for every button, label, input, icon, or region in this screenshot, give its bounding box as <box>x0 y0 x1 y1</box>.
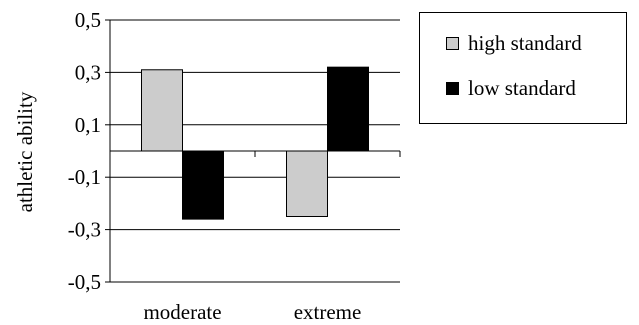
legend-label-low-standard: low standard <box>468 75 576 100</box>
y-tick-label: -0,3 <box>68 218 101 242</box>
y-tick-label: 0,3 <box>75 60 101 84</box>
y-axis-title: athletic ability <box>13 91 37 212</box>
y-tick-label: 0,5 <box>75 8 101 32</box>
x-category-label: extreme <box>294 300 362 324</box>
legend-item-high-standard: high standard <box>446 30 582 55</box>
bar-high-standard-moderate <box>141 69 183 152</box>
legend-swatch-high-standard <box>446 36 459 50</box>
x-category-label: moderate <box>143 300 221 324</box>
axes <box>105 19 401 283</box>
legend-label-high-standard: high standard <box>468 30 582 55</box>
bar-high-standard-extreme <box>286 150 328 217</box>
y-tick-label: -0,1 <box>68 165 101 189</box>
legend: high standard low standard <box>419 12 627 124</box>
legend-item-low-standard: low standard <box>446 75 576 100</box>
bar-low-standard-moderate <box>182 150 224 220</box>
legend-swatch-low-standard <box>446 81 459 95</box>
y-tick-label: 0,1 <box>75 113 101 137</box>
y-tick-label: -0,5 <box>68 270 101 294</box>
axis-labels: -0,5 -0,3 -0,1 0,1 0,3 0,5 moderate extreme <box>68 8 362 324</box>
bars <box>141 66 369 220</box>
bar-low-standard-extreme <box>327 66 369 152</box>
